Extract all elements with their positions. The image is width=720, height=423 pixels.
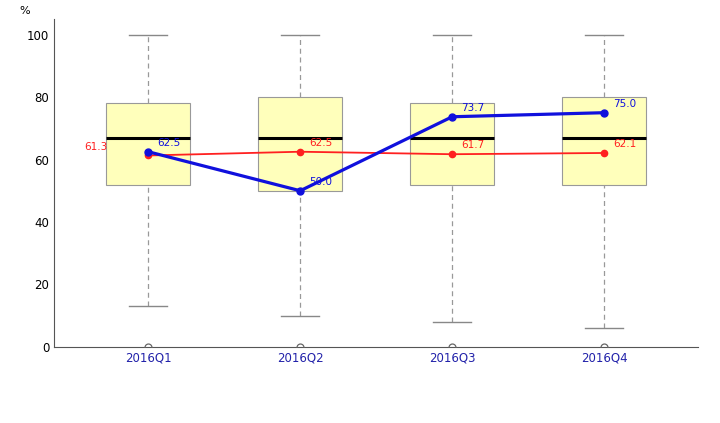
- Text: 50.0: 50.0: [310, 177, 333, 187]
- Bar: [258, 97, 342, 191]
- Text: 75.0: 75.0: [613, 99, 636, 109]
- Bar: [107, 103, 190, 184]
- Text: 61.3: 61.3: [84, 142, 108, 152]
- Text: 73.7: 73.7: [462, 103, 485, 113]
- Text: 61.7: 61.7: [462, 140, 485, 151]
- Bar: [562, 97, 646, 184]
- Text: 62.5: 62.5: [310, 138, 333, 148]
- Y-axis label: %: %: [19, 6, 30, 16]
- Text: 62.5: 62.5: [158, 138, 181, 148]
- Bar: [410, 103, 494, 184]
- Text: 62.1: 62.1: [613, 139, 636, 149]
